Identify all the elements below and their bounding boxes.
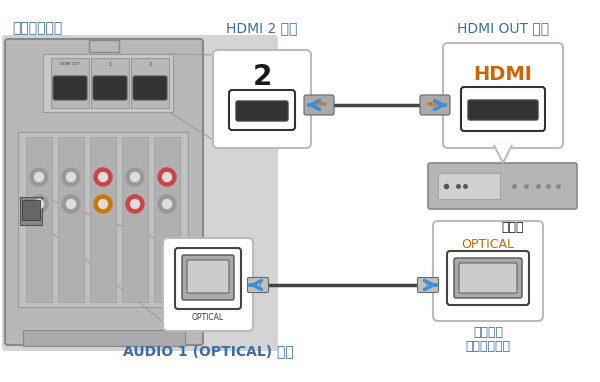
Circle shape xyxy=(94,168,112,186)
Text: （数字光纤）: （数字光纤） xyxy=(466,340,511,353)
Bar xyxy=(43,54,173,112)
Polygon shape xyxy=(493,143,513,163)
Text: 本机（后部）: 本机（后部） xyxy=(12,21,62,35)
Text: 机顶盒: 机顶盒 xyxy=(501,221,524,234)
Bar xyxy=(18,132,188,307)
Circle shape xyxy=(98,173,107,181)
Bar xyxy=(23,330,185,346)
FancyBboxPatch shape xyxy=(428,163,577,209)
Text: HDMI OUT: HDMI OUT xyxy=(60,62,80,66)
FancyBboxPatch shape xyxy=(163,238,253,331)
Circle shape xyxy=(98,199,107,209)
FancyBboxPatch shape xyxy=(213,50,311,148)
FancyBboxPatch shape xyxy=(236,101,288,121)
Circle shape xyxy=(67,199,76,209)
Bar xyxy=(91,58,129,108)
Text: AUDIO 1 (OPTICAL) 插孔: AUDIO 1 (OPTICAL) 插孔 xyxy=(122,344,293,358)
Circle shape xyxy=(126,195,144,213)
Circle shape xyxy=(158,168,176,186)
FancyBboxPatch shape xyxy=(454,258,522,298)
FancyBboxPatch shape xyxy=(418,277,439,293)
Bar xyxy=(122,137,148,302)
Bar xyxy=(154,137,180,302)
Circle shape xyxy=(94,195,112,213)
FancyBboxPatch shape xyxy=(447,251,529,305)
Text: 2: 2 xyxy=(253,63,272,91)
FancyBboxPatch shape xyxy=(468,100,538,120)
Text: HDMI: HDMI xyxy=(427,102,443,107)
Bar xyxy=(22,200,40,220)
FancyBboxPatch shape xyxy=(459,263,517,293)
FancyBboxPatch shape xyxy=(248,277,269,293)
FancyBboxPatch shape xyxy=(420,95,450,115)
Bar xyxy=(90,137,116,302)
FancyBboxPatch shape xyxy=(53,76,87,100)
Circle shape xyxy=(30,195,48,213)
Text: 音频输出: 音频输出 xyxy=(473,326,503,339)
Bar xyxy=(131,58,169,108)
FancyBboxPatch shape xyxy=(175,248,241,309)
Bar xyxy=(20,197,42,225)
FancyBboxPatch shape xyxy=(461,87,545,131)
Bar xyxy=(26,137,52,302)
Circle shape xyxy=(62,195,80,213)
Text: HDMI 2 插孔: HDMI 2 插孔 xyxy=(226,21,298,35)
Circle shape xyxy=(163,199,172,209)
FancyBboxPatch shape xyxy=(5,39,203,345)
Text: 2: 2 xyxy=(148,62,152,67)
Text: 1: 1 xyxy=(109,62,112,67)
FancyBboxPatch shape xyxy=(229,90,295,130)
Bar xyxy=(58,137,84,302)
Circle shape xyxy=(35,173,44,181)
Text: OPTICAL: OPTICAL xyxy=(461,238,515,251)
Text: HDMI: HDMI xyxy=(473,65,532,84)
Bar xyxy=(438,173,500,199)
Bar xyxy=(89,40,119,52)
Circle shape xyxy=(67,173,76,181)
Circle shape xyxy=(163,173,172,181)
Text: O: O xyxy=(425,282,431,288)
Text: HDMI OUT 插孔: HDMI OUT 插孔 xyxy=(457,21,549,35)
FancyBboxPatch shape xyxy=(433,221,543,321)
Text: O: O xyxy=(256,282,260,288)
Circle shape xyxy=(126,168,144,186)
Bar xyxy=(51,58,89,108)
Circle shape xyxy=(131,173,139,181)
Circle shape xyxy=(30,168,48,186)
Text: HDMI: HDMI xyxy=(311,102,328,107)
Text: OPTICAL: OPTICAL xyxy=(192,312,224,322)
FancyBboxPatch shape xyxy=(133,76,167,100)
Circle shape xyxy=(131,199,139,209)
Circle shape xyxy=(62,168,80,186)
FancyBboxPatch shape xyxy=(93,76,127,100)
FancyBboxPatch shape xyxy=(182,255,234,300)
Circle shape xyxy=(158,195,176,213)
FancyBboxPatch shape xyxy=(2,35,278,351)
FancyBboxPatch shape xyxy=(443,43,563,148)
FancyBboxPatch shape xyxy=(187,260,229,293)
FancyBboxPatch shape xyxy=(304,95,334,115)
Circle shape xyxy=(35,199,44,209)
